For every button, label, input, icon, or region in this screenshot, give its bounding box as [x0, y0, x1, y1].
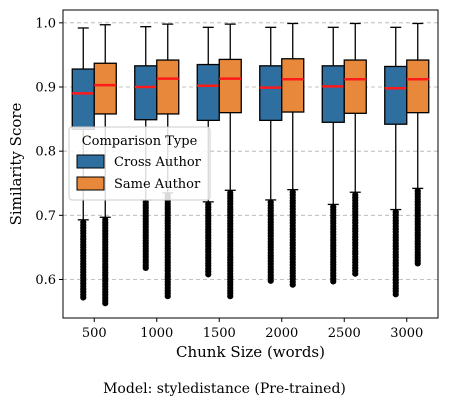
box-cross-author — [259, 26, 283, 284]
outlier-point — [414, 187, 421, 195]
x-tick-label: 2500 — [328, 326, 361, 341]
plot-frame — [62, 9, 439, 319]
x-tick-label: 1500 — [203, 326, 236, 341]
box-same-author — [218, 23, 242, 300]
box-groups — [71, 22, 430, 307]
iqr-box — [406, 59, 430, 114]
y-tick-label: 0.9 — [35, 81, 56, 96]
x-axis: 500 1000 1500 2000 2500 3000 — [82, 318, 423, 341]
y-tick-label: 0.6 — [35, 273, 56, 288]
legend-swatch-same-author — [76, 176, 105, 191]
iqr-box — [259, 65, 283, 122]
box-same-author — [281, 22, 305, 288]
legend-label-cross-author: Cross Author — [114, 155, 202, 170]
y-tick-label: 1.0 — [35, 16, 56, 31]
outlier-point — [267, 199, 274, 206]
box-cross-author — [71, 27, 95, 301]
outlier-point — [142, 199, 149, 206]
iqr-box — [384, 65, 408, 125]
outlier-point — [80, 219, 87, 226]
iqr-box — [196, 63, 220, 122]
iqr-box — [134, 65, 158, 121]
iqr-box — [281, 58, 305, 113]
figure-caption: Model: styledistance (Pre-trained) — [103, 381, 346, 397]
legend-title: Comparison Type — [82, 134, 198, 149]
outlier-point — [289, 189, 296, 196]
box-plot-chart: 0.60.70.80.91.0 500 1000 1500 2000 2500 3000 … — [7, 9, 439, 361]
x-axis-title: Chunk Size (words) — [176, 343, 325, 361]
outlier-point — [330, 203, 337, 211]
x-tick-label: 3000 — [390, 326, 423, 341]
iqr-box — [156, 59, 180, 115]
legend-label-same-author: Same Author — [114, 177, 201, 192]
iqr-box — [93, 62, 117, 115]
box-cross-author — [384, 26, 408, 298]
box-same-author — [406, 22, 430, 267]
box-cross-author — [196, 26, 220, 278]
outlier-point — [205, 201, 212, 208]
iqr-box — [343, 59, 367, 114]
iqr-box — [71, 68, 95, 130]
y-axis: 0.6 0.7 0.8 0.9 1.0 — [35, 16, 63, 288]
x-tick-label: 2000 — [265, 326, 298, 341]
outlier-point — [392, 209, 399, 216]
outlier-point — [352, 191, 359, 198]
box-same-author — [93, 24, 117, 307]
y-tick-label: 0.8 — [35, 145, 56, 160]
box-same-author — [343, 22, 367, 277]
box-cross-author — [321, 26, 345, 285]
y-tick-label: 0.7 — [35, 209, 56, 224]
legend-swatch-cross-author — [76, 154, 105, 169]
outlier-point — [227, 189, 234, 196]
y-axis-title: Similarity Score — [7, 102, 25, 225]
x-tick-label: 1000 — [140, 326, 173, 341]
x-tick-label: 500 — [82, 326, 107, 341]
outlier-point — [102, 216, 109, 223]
iqr-box — [218, 58, 242, 114]
iqr-box — [321, 65, 345, 123]
legend: Comparison Type Cross Author Same Author — [68, 126, 211, 201]
box-same-author — [156, 23, 180, 300]
